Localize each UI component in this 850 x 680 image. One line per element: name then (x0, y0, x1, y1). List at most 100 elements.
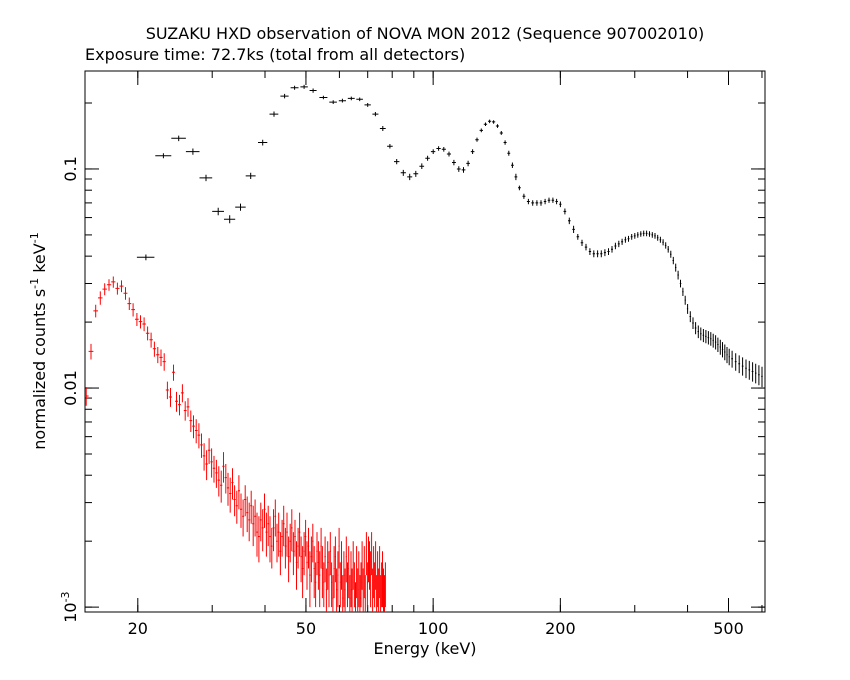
data-point (252, 505, 255, 547)
data-point (603, 249, 606, 257)
data-point (731, 350, 733, 368)
data-point (377, 551, 379, 608)
data-point (535, 200, 539, 206)
data-point (475, 137, 479, 142)
x-tick-label: 500 (713, 619, 744, 638)
data-point (379, 126, 386, 131)
data-point (511, 162, 514, 168)
data-point (142, 317, 146, 332)
data-point (700, 327, 702, 341)
data-point (675, 263, 677, 272)
data-point (375, 541, 377, 590)
data-point (165, 381, 169, 400)
data-point (466, 160, 470, 167)
data-point (651, 232, 654, 238)
data-point (240, 493, 243, 528)
data-point (224, 464, 227, 494)
data-point (269, 111, 279, 117)
data-point (419, 163, 425, 169)
data-point (353, 562, 355, 608)
data-point (244, 485, 247, 517)
data-point (279, 532, 282, 576)
data-point (383, 568, 384, 612)
data-point (376, 575, 378, 612)
data-point (310, 536, 313, 583)
data-point (531, 200, 535, 206)
data-point (352, 541, 354, 590)
data-point (237, 475, 240, 510)
data-point (648, 231, 651, 237)
data-point (316, 532, 318, 576)
data-point (361, 541, 363, 590)
data-point (224, 215, 236, 224)
data-point (662, 239, 664, 246)
data-point (407, 173, 413, 181)
data-point (684, 295, 686, 305)
data-point (303, 532, 305, 576)
x-tick-label: 50 (296, 619, 316, 638)
data-point (290, 85, 299, 90)
data-point (576, 234, 580, 240)
data-point (369, 541, 370, 590)
data-point (152, 341, 157, 357)
data-point (364, 103, 371, 107)
data-point (384, 575, 385, 612)
data-point (547, 197, 551, 203)
data-point (270, 527, 273, 569)
data-point (659, 236, 662, 243)
data-point (761, 366, 763, 388)
data-point (313, 546, 315, 599)
data-point (568, 217, 571, 225)
data-point (365, 532, 367, 576)
data-point (319, 551, 321, 608)
data-point (734, 353, 737, 371)
data-point (334, 536, 336, 583)
data-point (339, 562, 341, 608)
data-point (357, 568, 359, 612)
data-point (263, 493, 266, 528)
data-point (621, 238, 624, 245)
data-point (724, 344, 726, 361)
data-point (507, 150, 511, 156)
data-point (331, 562, 333, 608)
data-point (180, 384, 184, 403)
data-point (384, 562, 386, 608)
data-point (360, 562, 362, 608)
data-point (430, 149, 436, 154)
data-point (479, 128, 483, 133)
data-point (379, 546, 381, 599)
data-point (183, 401, 187, 421)
data-point (413, 170, 419, 177)
data-point (199, 174, 213, 182)
data-point (372, 568, 374, 612)
data-point (738, 355, 741, 374)
data-point (242, 499, 245, 537)
data-point (639, 231, 642, 237)
data-point (555, 198, 558, 205)
data-point (338, 527, 340, 569)
data-point (714, 335, 717, 350)
x-tick-label: 100 (418, 619, 449, 638)
data-point (667, 246, 669, 253)
data-point (291, 509, 293, 552)
data-point (267, 505, 270, 547)
data-point (371, 532, 373, 576)
y-axis-ticks: 0.1 0.01 10-3 (59, 156, 765, 623)
data-point (282, 505, 285, 547)
data-point (127, 297, 132, 310)
data-point (345, 536, 347, 583)
data-point (329, 100, 337, 104)
data-point (624, 236, 627, 243)
data-point (580, 239, 584, 246)
data-point (614, 242, 617, 250)
data-point (202, 443, 206, 471)
data-point (366, 562, 368, 608)
data-point (374, 562, 376, 608)
data-point (387, 144, 393, 149)
data-point (705, 330, 707, 344)
data-point (543, 198, 547, 205)
data-point (441, 147, 446, 152)
data-point (499, 131, 503, 135)
data-point (292, 532, 295, 576)
